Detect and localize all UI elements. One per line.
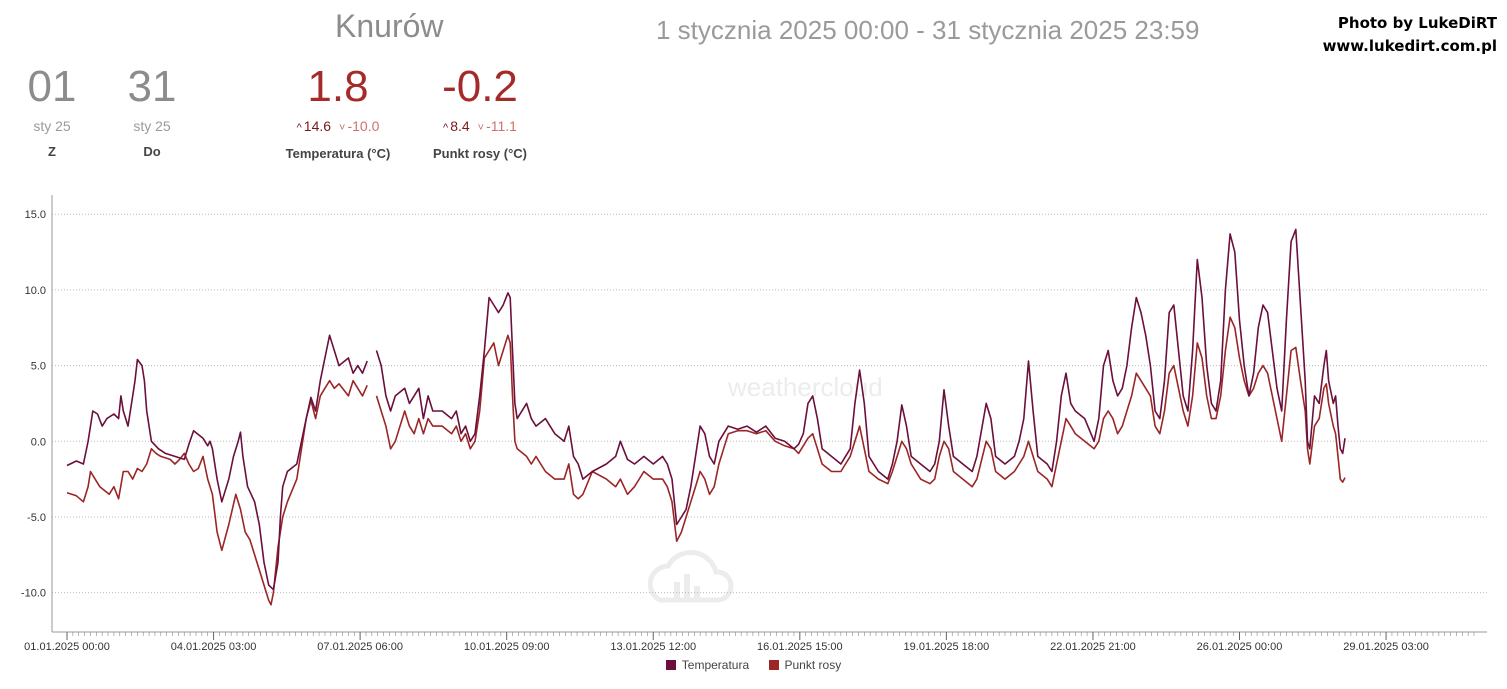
x-tick-label: 13.01.2025 12:00 xyxy=(610,641,696,653)
y-tick-label: -10.0 xyxy=(21,588,46,600)
temperature-max: 14.6 xyxy=(303,118,332,134)
stat-dewpoint: -0.2 ^ 8.4 ˅ -11.1 Punkt rosy (°C) xyxy=(412,60,548,161)
dewpoint-min: -11.1 xyxy=(486,118,517,134)
legend-swatch xyxy=(768,660,779,670)
x-tick-label: 01.01.2025 00:00 xyxy=(24,641,110,653)
credit-url: www.lukedirt.com.pl xyxy=(1322,37,1497,55)
legend-label: Temperatura xyxy=(681,658,750,672)
x-tick-label: 26.01.2025 00:00 xyxy=(1197,641,1283,653)
station-name: Knurów xyxy=(335,8,444,44)
series-line-temperature xyxy=(66,228,1346,591)
credit-author: Photo by LukeDiRT xyxy=(1337,14,1497,32)
temperature-value: 1.8 xyxy=(307,62,369,111)
photo-credit: Photo by LukeDiRT www.lukedirt.com.pl xyxy=(1323,12,1497,58)
temperature-min: -10.0 xyxy=(347,118,380,134)
stat-temperature: 1.8 ^ 14.6 ˅ -10.0 Temperatura (°C) xyxy=(268,60,408,161)
from-month: sty 25 xyxy=(33,118,71,134)
chart-legend: Temperatura Punkt rosy xyxy=(0,658,1507,672)
cloud-icon xyxy=(647,549,734,603)
temperature-dewpoint-chart: weathercloud 15.0 10.0 5.0 0.0 -5.0 -10.0 01.0… xyxy=(21,195,1487,653)
y-tick-label: 15.0 xyxy=(25,209,46,221)
y-tick-label: 10.0 xyxy=(25,285,46,297)
min-chevron-icon: ˅ xyxy=(339,122,346,134)
to-label: Do xyxy=(143,144,161,159)
legend-label: Punkt rosy xyxy=(784,658,842,672)
temperature-label: Temperatura (°C) xyxy=(285,146,391,161)
min-chevron-icon: ˅ xyxy=(477,122,485,134)
watermark-bar xyxy=(684,574,690,602)
x-tick-label: 29.01.2025 03:00 xyxy=(1343,641,1429,653)
date-range: 1 stycznia 2025 00:00 - 31 stycznia 2025… xyxy=(656,15,1200,45)
from-label: Z xyxy=(48,144,56,159)
to-month: sty 25 xyxy=(133,118,171,134)
legend-item-temperature[interactable]: Temperatura xyxy=(665,658,750,672)
x-tick-label: 22.01.2025 21:00 xyxy=(1050,641,1136,653)
y-tick-label: -5.0 xyxy=(27,512,46,524)
legend-swatch xyxy=(665,660,676,670)
x-tick-label: 07.01.2025 06:00 xyxy=(317,641,403,653)
watermark-bar xyxy=(694,586,700,602)
watermark-bar xyxy=(674,582,680,602)
stat-from: 01 sty 25 Z xyxy=(22,60,82,159)
x-tick-label: 19.01.2025 18:00 xyxy=(904,641,990,653)
dewpoint-value: -0.2 xyxy=(442,62,518,111)
x-tick-label: 04.01.2025 03:00 xyxy=(171,641,257,653)
from-day: 01 xyxy=(27,62,77,111)
legend-item-dewpoint[interactable]: Punkt rosy xyxy=(768,658,842,672)
dewpoint-label: Punkt rosy (°C) xyxy=(432,146,528,161)
series-line-dewpoint xyxy=(66,316,1346,606)
dewpoint-max: 8.4 xyxy=(450,118,470,134)
y-tick-label: 5.0 xyxy=(31,361,46,373)
x-tick-label: 10.01.2025 09:00 xyxy=(464,641,550,653)
max-chevron-icon: ^ xyxy=(296,122,302,134)
x-tick-label: 16.01.2025 15:00 xyxy=(757,641,843,653)
weathercloud-watermark: weathercloud xyxy=(647,372,883,603)
max-chevron-icon: ^ xyxy=(443,122,449,134)
y-tick-label: 0.0 xyxy=(31,436,46,448)
to-day: 31 xyxy=(127,62,177,111)
stat-to: 31 sty 25 Do xyxy=(122,60,182,159)
